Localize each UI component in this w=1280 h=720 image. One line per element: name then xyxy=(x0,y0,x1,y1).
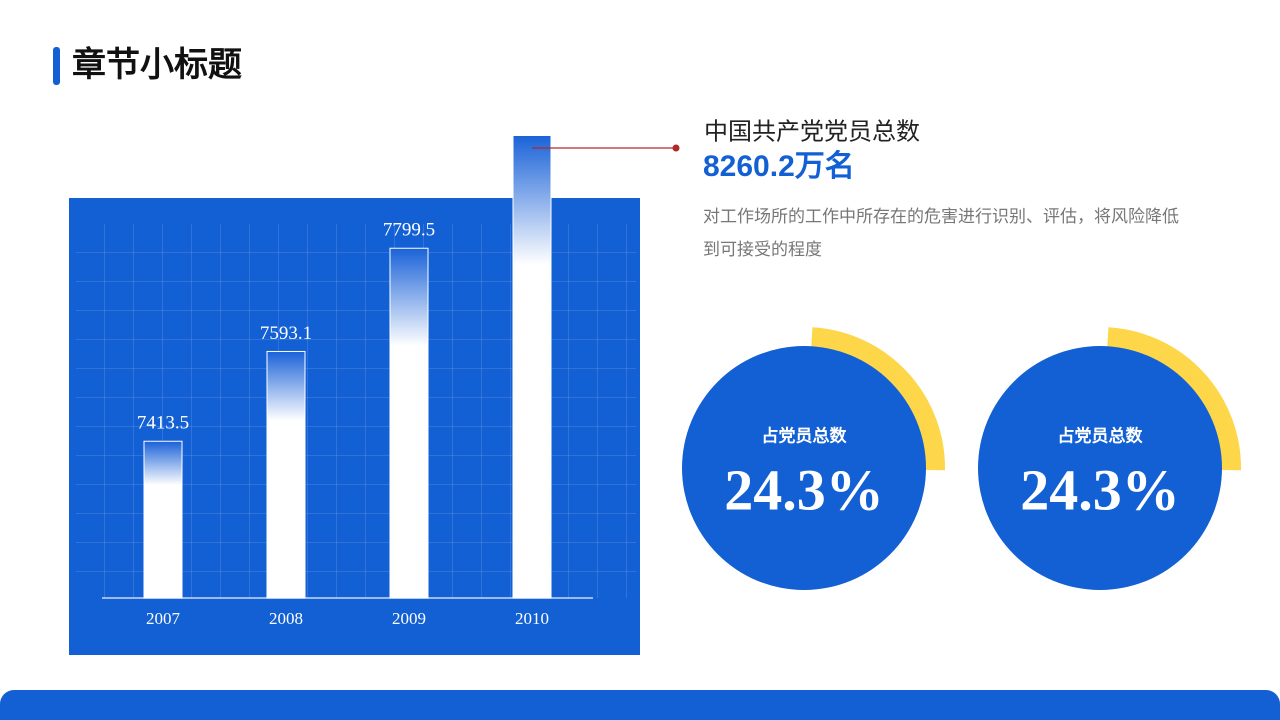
bar xyxy=(389,247,429,599)
x-tick-label: 2008 xyxy=(269,609,303,628)
stat-value: 24.3% xyxy=(724,457,884,522)
ring-arc xyxy=(1107,327,1241,471)
leader-dot xyxy=(672,144,680,152)
stat-circle xyxy=(682,346,926,590)
bar xyxy=(512,135,552,599)
stat-label: 占党员总数 xyxy=(762,425,848,445)
x-tick-label: 2007 xyxy=(146,609,181,628)
bar xyxy=(266,350,306,599)
title-accent xyxy=(53,47,60,85)
data-label: 7799.5 xyxy=(383,220,435,241)
bar xyxy=(143,440,183,599)
data-label: 7413.5 xyxy=(137,413,189,434)
x-tick-label: 2010 xyxy=(515,609,549,628)
info-box: 对工作场所的工作中所存在的危害进行识别、评估，将风险降低到可接受的程度 xyxy=(703,207,1179,259)
info-highlight: 8260.2万名 xyxy=(703,150,855,183)
stat-label: 占党员总数 xyxy=(1058,425,1144,445)
stat-circle xyxy=(978,346,1222,590)
slide-title: 章节小标题 xyxy=(72,45,242,84)
info-heading: 中国共产党党员总数 xyxy=(704,118,920,145)
ring-arc xyxy=(811,327,945,471)
footer-bar xyxy=(0,690,1280,720)
info-description: 对工作场所的工作中所存在的危害进行识别、评估，将风险降低到可接受的程度 xyxy=(703,207,1179,259)
stat-value: 24.3% xyxy=(1020,457,1180,522)
data-label: 7593.1 xyxy=(260,323,312,344)
x-tick-label: 2009 xyxy=(392,609,426,628)
